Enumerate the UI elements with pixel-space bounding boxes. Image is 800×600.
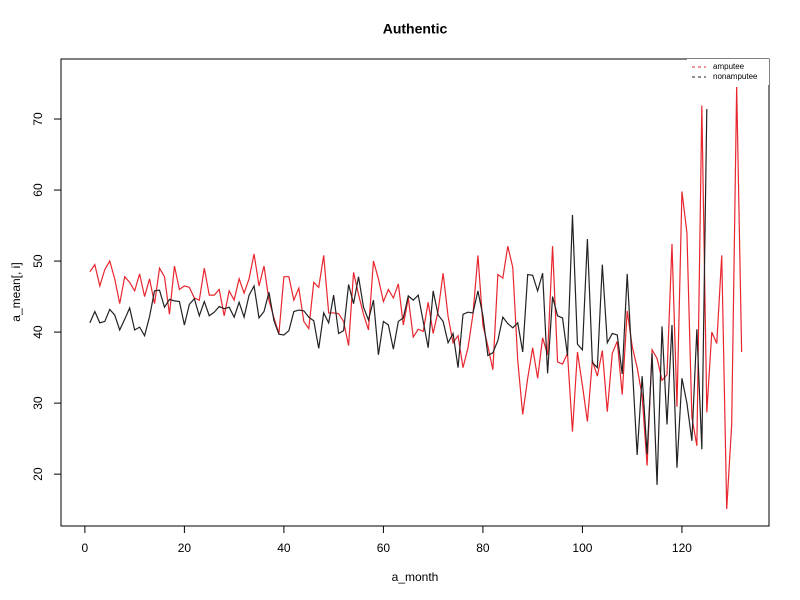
legend-label: amputee [713, 62, 745, 71]
y-tick-label: 30 [31, 396, 45, 410]
x-tick-label: 20 [178, 541, 192, 555]
y-tick-label: 60 [31, 183, 45, 197]
y-tick-label: 40 [31, 325, 45, 339]
chart-title: Authentic [383, 21, 448, 37]
plot-frame [60, 58, 770, 527]
y-tick-label: 50 [31, 254, 45, 268]
x-tick-label: 80 [476, 541, 490, 555]
legend-label: nonamputee [713, 72, 758, 81]
x-axis-label: a_month [392, 570, 439, 584]
plot-area [89, 87, 743, 509]
x-tick-label: 0 [82, 541, 89, 555]
x-tick-label: 40 [277, 541, 291, 555]
y-tick-label: 70 [31, 112, 45, 126]
x-tick-label: 100 [572, 541, 592, 555]
y-tick-label: 20 [31, 467, 45, 481]
x-tick-label: 120 [672, 541, 692, 555]
legend-box [687, 59, 769, 85]
series-line [89, 109, 708, 485]
x-tick-label: 60 [377, 541, 391, 555]
y-axis-label: a_mean[, i] [9, 262, 23, 321]
series-line [89, 87, 743, 509]
